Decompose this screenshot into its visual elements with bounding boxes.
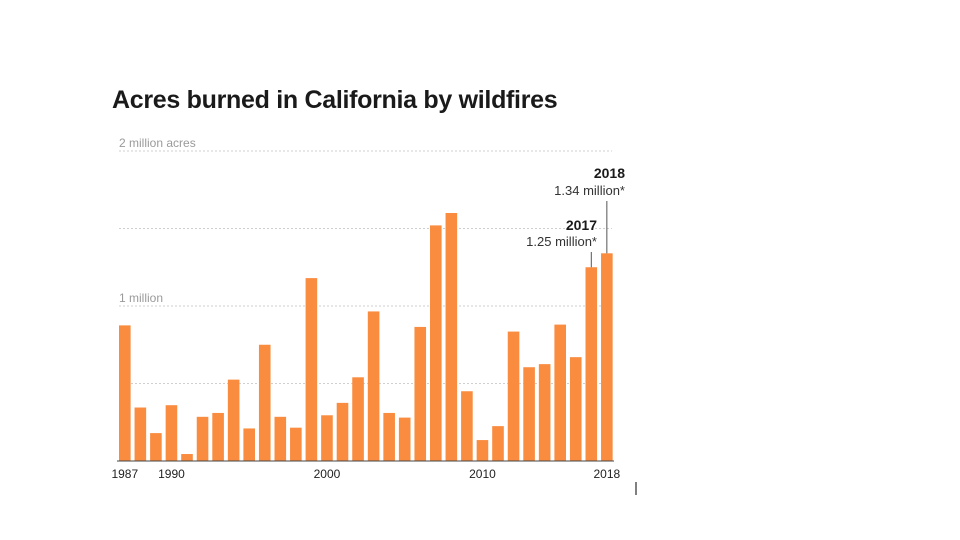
bar-1989 <box>150 433 162 461</box>
bar-1997 <box>274 416 287 461</box>
bar-2002 <box>352 377 364 461</box>
bar-1987 <box>119 325 131 461</box>
bar-1996 <box>258 344 271 461</box>
x-axis-ticks: 1987 1990 2000 2010 2018 <box>111 467 620 481</box>
bar-1992 <box>196 416 209 461</box>
bar-2008 <box>445 213 458 461</box>
x-tick-label: 2000 <box>314 467 341 481</box>
bar-1995 <box>243 428 255 461</box>
x-tick-label: 2010 <box>469 467 496 481</box>
bar-2018 <box>601 253 613 461</box>
bar-2007 <box>430 225 442 461</box>
gridlines: 2 million acres 1 million <box>119 136 612 384</box>
bar-2000 <box>321 415 333 461</box>
annotation-year-2017: 2017 <box>566 217 597 233</box>
bar-1993 <box>212 412 224 461</box>
bar-1994 <box>227 379 240 461</box>
bar-2014 <box>538 364 551 461</box>
bar-2001 <box>336 402 349 461</box>
bar-1998 <box>290 427 302 461</box>
bar-2005 <box>398 417 411 461</box>
bar-1999 <box>305 278 318 461</box>
bar-2012 <box>507 331 520 461</box>
bar-2016 <box>569 357 582 461</box>
bar-2009 <box>461 391 473 461</box>
annotation-value-2018: 1.34 million* <box>554 183 625 198</box>
bar-2006 <box>414 326 427 461</box>
bar-2003 <box>367 311 380 461</box>
bar-2004 <box>383 412 395 461</box>
x-tick-label: 2018 <box>593 467 620 481</box>
bar-1991 <box>181 454 193 461</box>
x-tick-label: 1990 <box>158 467 185 481</box>
bar-2013 <box>523 367 535 461</box>
x-tick-label: 1987 <box>111 467 138 481</box>
bar-1988 <box>134 407 147 461</box>
bar-2015 <box>554 324 566 461</box>
chart-title: Acres burned in California by wildfires <box>112 86 558 114</box>
bars <box>117 213 614 462</box>
bar-2017 <box>585 267 598 461</box>
gridline-label: 2 million acres <box>119 136 196 150</box>
bar-1990 <box>165 405 178 461</box>
bar-2011 <box>492 426 504 461</box>
bar-2010 <box>476 440 489 461</box>
annotation-value-2017: 1.25 million* <box>526 234 597 249</box>
gridline-label: 1 million <box>119 291 163 305</box>
annotation-year-2018: 2018 <box>594 165 625 181</box>
